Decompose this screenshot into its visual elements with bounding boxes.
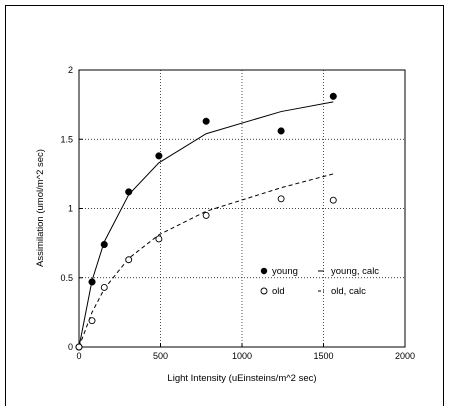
x-axis-title: Light Intensity (uEinsteins/m^2 sec): [167, 373, 316, 384]
axis-ticks: 0 500 1000 1500 2000 0 0.5 1 1.5 2: [60, 65, 415, 361]
data-point-old: [125, 256, 133, 264]
data-point-old: [329, 196, 337, 204]
series-line-old-calc: [78, 173, 334, 348]
data-point-old: [88, 317, 96, 325]
legend-label-old-calc: old, calc: [331, 286, 366, 297]
y-tick-label: 0.5: [60, 273, 73, 283]
data-point-young: [125, 188, 133, 196]
x-tick-label: 0: [76, 351, 81, 361]
legend-label-young-calc: young, calc: [331, 266, 379, 277]
data-point-old: [100, 283, 108, 291]
y-tick-label: 0: [68, 342, 73, 352]
data-point-young: [202, 117, 210, 125]
y-tick-label: 1: [68, 204, 73, 214]
data-point-old: [75, 343, 83, 351]
x-tick-label: 2000: [395, 351, 415, 361]
data-point-old: [277, 195, 285, 203]
data-point-old: [202, 211, 210, 219]
data-point-young: [329, 92, 337, 100]
legend-marker-young: [260, 267, 268, 275]
legend-label-old: old: [272, 286, 285, 297]
y-tick-label: 1.5: [60, 134, 73, 144]
grid: [79, 70, 405, 347]
legend-marker-old: [260, 287, 268, 295]
x-tick-label: 500: [153, 351, 168, 361]
legend: young old young, calc old, calc: [260, 266, 379, 297]
y-axis-title: Assimilation (umol/m^2 sec): [35, 149, 46, 267]
data-point-young: [155, 152, 163, 160]
data-point-young: [88, 278, 96, 286]
chart-frame: [5, 5, 444, 406]
data-point-old: [155, 235, 163, 243]
legend-label-young: young: [272, 266, 298, 277]
x-tick-label: 1500: [313, 351, 333, 361]
x-tick-label: 1000: [232, 351, 252, 361]
series-line-young-calc: [78, 101, 334, 348]
data-point-young: [100, 240, 108, 249]
series-layer: [75, 92, 337, 351]
y-tick-label: 2: [68, 65, 73, 75]
data-point-young: [277, 127, 285, 135]
